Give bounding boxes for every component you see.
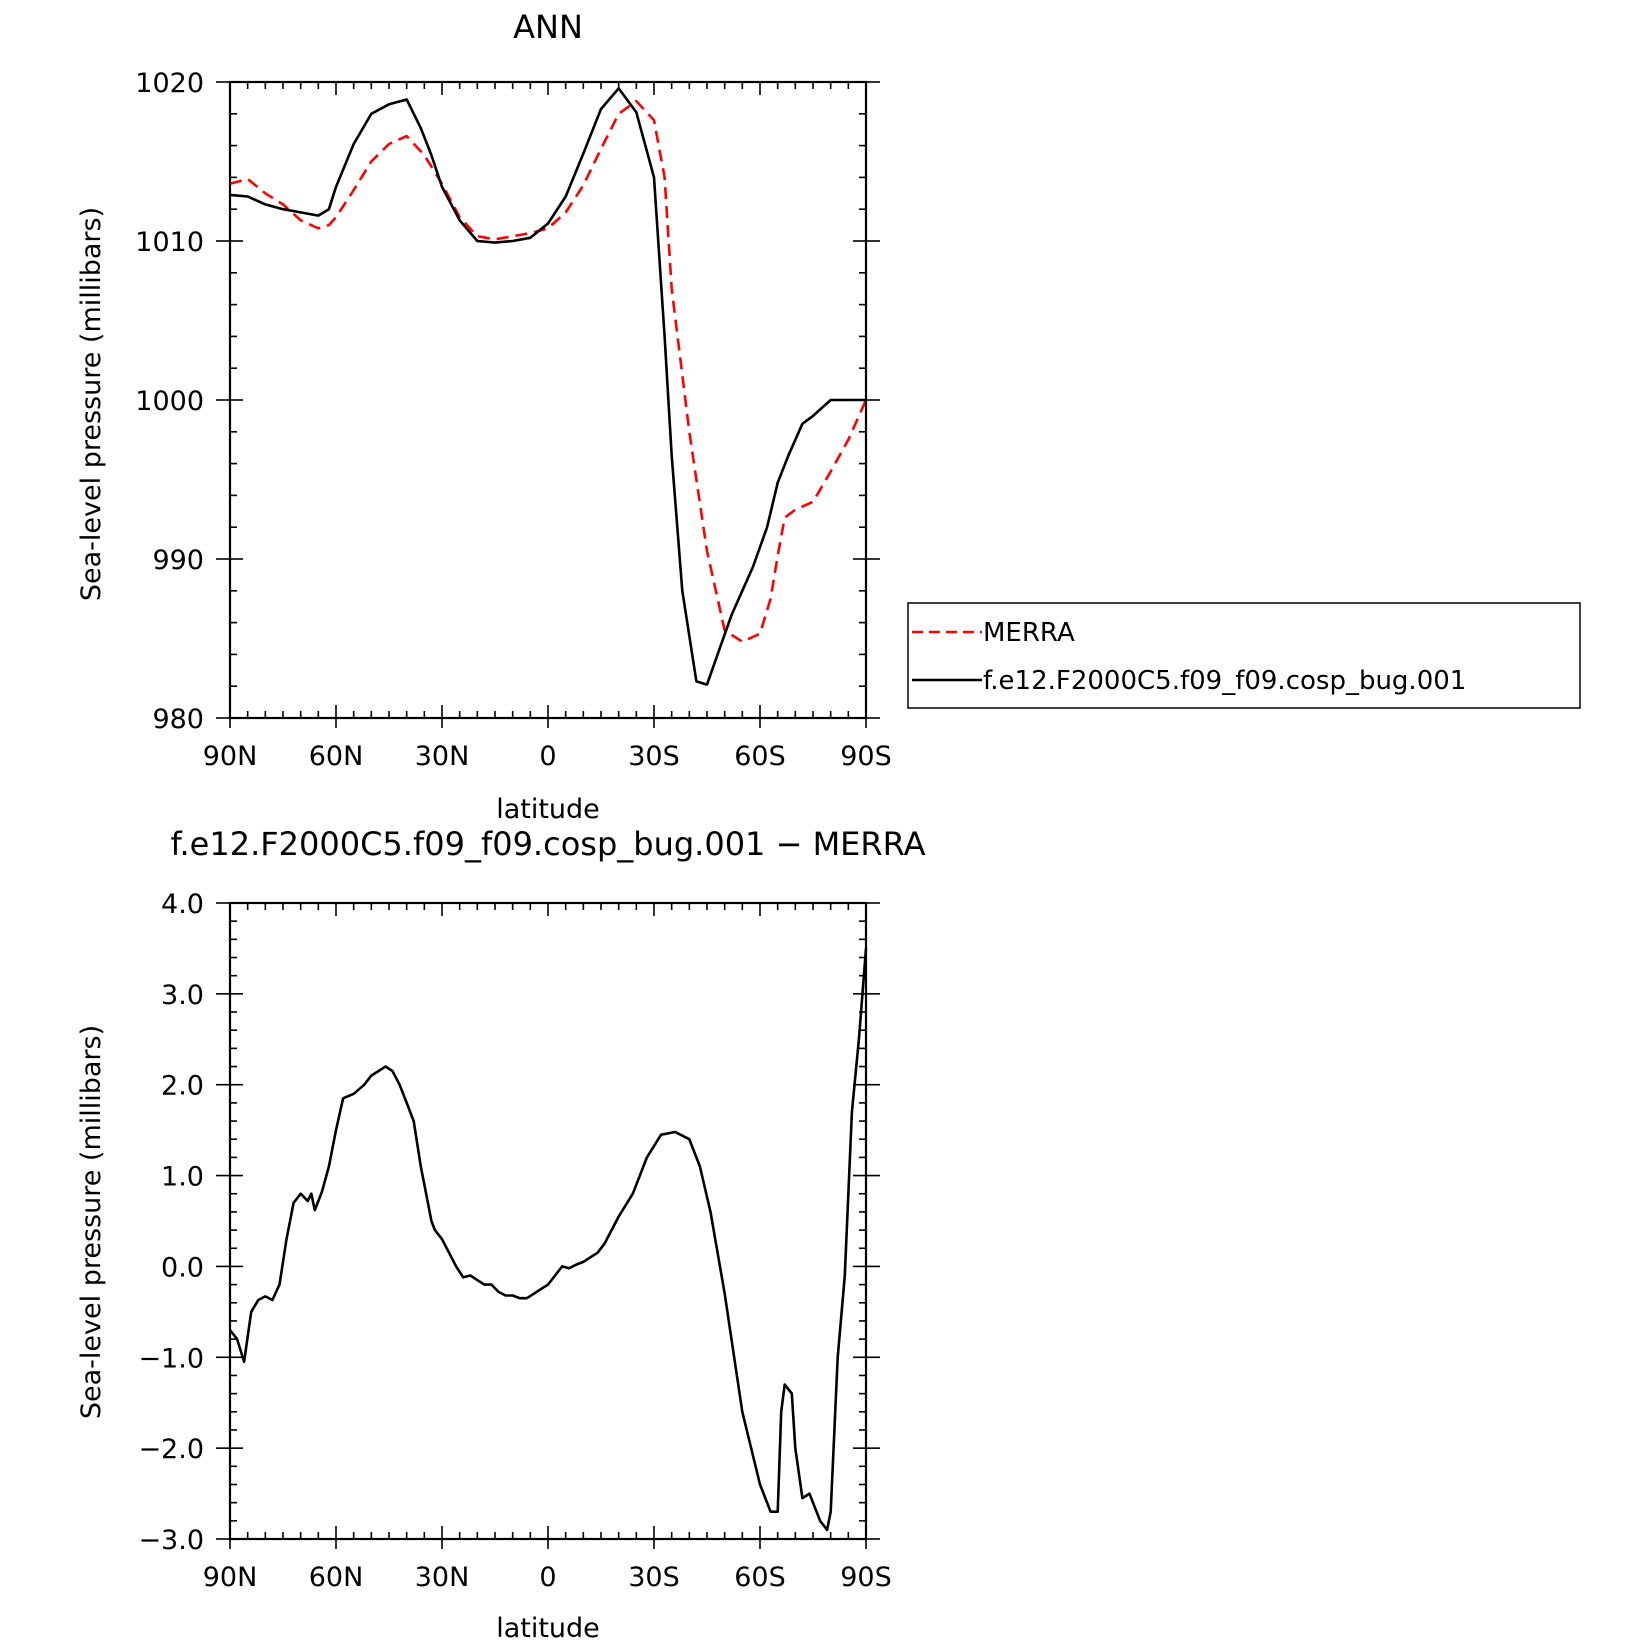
top-tick-labels: 90N 60N 30N 0 30S 60S 90S 980 990 1000 1010 1020 [135,68,891,772]
top-series-group [229,87,868,686]
legend-label-model: f.e12.F2000C5.f09_f09.cosp_bug.001 [983,666,1466,696]
top-x-tick-label: 30N [415,741,470,772]
top-x-axis-label: latitude [496,794,600,825]
bottom-x-tick-label: 60N [309,1562,364,1593]
bottom-x-axis-label: latitude [496,1613,600,1644]
top-plot-frame [228,80,868,720]
bottom-difference-chart: f.e12.F2000C5.f09_f09.cosp_bug.001 − MER… [76,825,926,1644]
top-x-tick-label: 30S [628,741,680,772]
legend: MERRA f.e12.F2000C5.f09_f09.cosp_bug.001 [907,602,1581,709]
bottom-series-group [228,948,868,1532]
top-y-tick-label: 1010 [135,227,204,258]
top-y-tick-label: 990 [152,545,204,576]
top-line-chart: ANN Sea-level pressure (millibars) latit… [76,8,1581,825]
bottom-tick-labels: 90N 60N 30N 0 30S 60S 90S −3.0 −2.0 −1.0 0.0 1.0 2.0… [138,889,891,1593]
bottom-x-tick-label: 0 [539,1562,556,1593]
top-y-axis-label: Sea-level pressure (millibars) [76,207,107,601]
bottom-y-tick-label: −1.0 [138,1343,204,1374]
top-chart-title: ANN [513,8,583,46]
top-x-tick-label: 60N [309,741,364,772]
top-series-line-f-e12-f2000c5-f09-f09-cosp-bug-001 [229,87,866,686]
bottom-series-line-0 [228,948,868,1532]
top-x-tick-label: 90N [203,741,258,772]
legend-label-merra: MERRA [983,618,1075,648]
bottom-y-tick-label: 2.0 [161,1071,204,1102]
bottom-y-axis-label: Sea-level pressure (millibars) [76,1025,107,1419]
top-y-tick-label: 1020 [135,68,204,99]
bottom-x-tick-label: 60S [734,1562,786,1593]
bottom-y-tick-label: −3.0 [138,1525,204,1556]
top-y-tick-label: 1000 [135,386,204,417]
bottom-x-tick-label: 30N [415,1562,470,1593]
bottom-plot-frame [228,901,868,1541]
bottom-x-tick-label: 90N [203,1562,258,1593]
bottom-y-tick-label: −2.0 [138,1434,204,1465]
bottom-y-tick-label: 1.0 [161,1162,204,1193]
top-y-tick-label: 980 [152,704,204,735]
top-axes-ticks [216,81,880,728]
bottom-y-tick-label: 3.0 [161,980,204,1011]
top-x-tick-label: 90S [840,741,892,772]
top-x-tick-label: 60S [734,741,786,772]
bottom-y-tick-label: 4.0 [161,889,204,920]
top-series-line-merra [229,99,868,644]
bottom-y-tick-label: 0.0 [161,1252,204,1283]
bottom-x-tick-label: 90S [840,1562,892,1593]
legend-box [907,602,1581,709]
bottom-chart-title: f.e12.F2000C5.f09_f09.cosp_bug.001 − MER… [171,825,926,863]
top-x-tick-label: 0 [539,741,556,772]
bottom-x-tick-label: 30S [628,1562,680,1593]
